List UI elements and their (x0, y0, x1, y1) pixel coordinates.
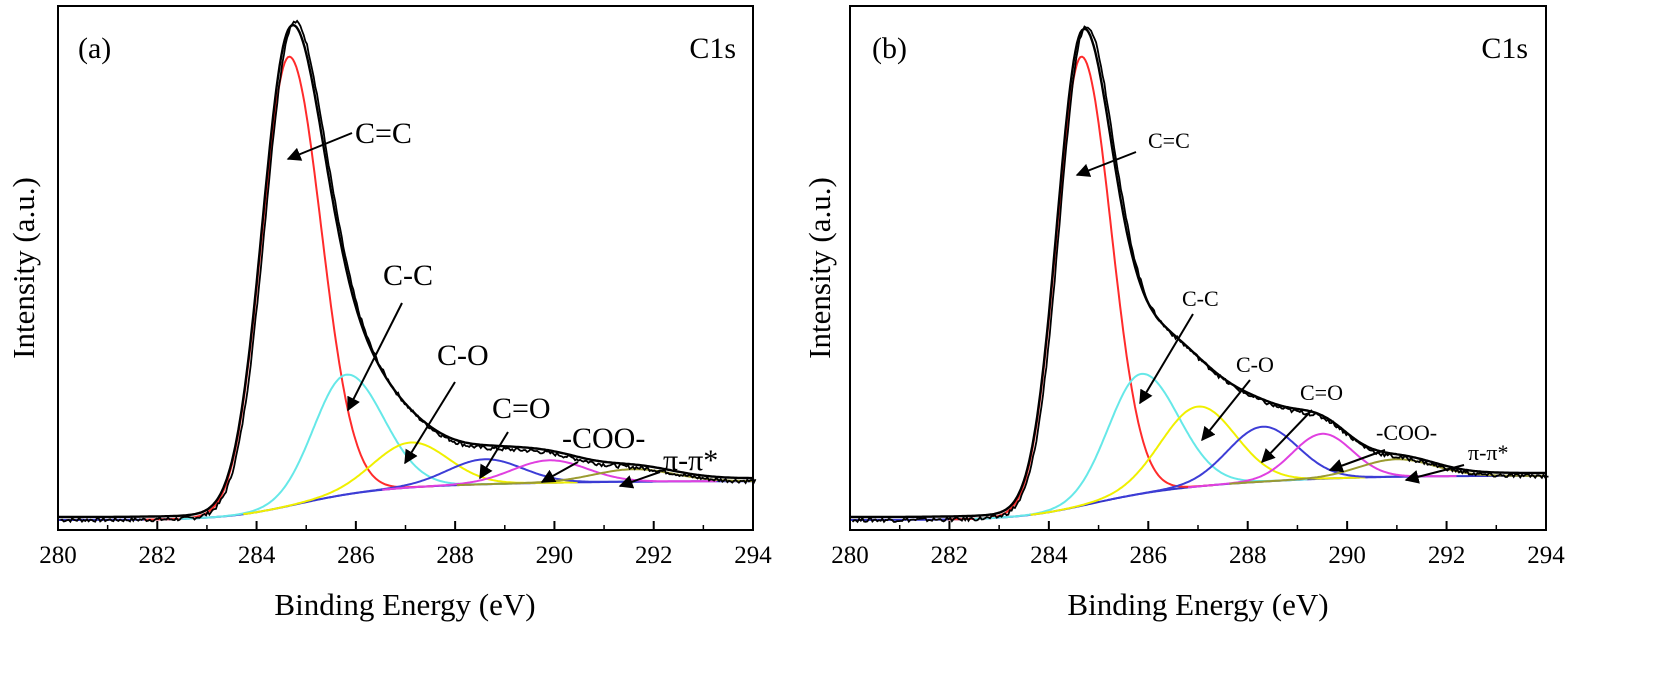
x-tick-label: 282 (931, 542, 969, 569)
peak-label: C-O (437, 339, 489, 372)
annotation-arrow (1328, 449, 1386, 473)
x-tick-label: 284 (1030, 542, 1068, 569)
peak-label: -COO- (562, 422, 645, 455)
panel-a-series (58, 19, 757, 524)
annotation-arrow (404, 381, 456, 465)
panel-a-ticks: 280 282 284 286 288 290 292 294 (39, 521, 772, 569)
panel-a: C=C C-C C-OC=O -COO-π-π* 280 282 284 286 288 290… (6, 5, 772, 622)
x-tick-label: 292 (1428, 542, 1466, 569)
x-tick-label: 286 (337, 542, 375, 569)
peak-label: π-π* (1468, 440, 1509, 465)
x-tick-label: 294 (1527, 542, 1565, 569)
panel-a-annotations: C=C C-C C-OC=O -COO-π-π* (286, 117, 718, 489)
component-peak-CC (947, 55, 1215, 521)
x-tick-label: 294 (734, 542, 772, 569)
panel-a-y-axis-title: Intensity (a.u.) (6, 177, 41, 359)
component-peak-COO (382, 459, 717, 491)
panel-a-x-axis-title: Binding Energy (eV) (274, 587, 535, 622)
x-tick-label: 292 (635, 542, 673, 569)
fitted-envelope (850, 27, 1546, 519)
background-line (850, 474, 1546, 521)
annotation-arrow (1201, 379, 1251, 442)
panel-b-label: (b) (872, 32, 907, 65)
raw-spectrum (851, 25, 1549, 524)
x-tick-label: 288 (436, 542, 474, 569)
peak-label: C=O (1300, 380, 1343, 405)
annotation-arrow (618, 471, 661, 489)
component-peak-CO (317, 458, 653, 501)
peak-label: C-O (1236, 352, 1274, 377)
x-tick-label: 290 (1328, 542, 1366, 569)
annotation-arrow (1139, 313, 1194, 405)
peak-label: C-C (383, 259, 433, 292)
panel-b-plot-frame (849, 5, 1547, 531)
annotation-arrow (1404, 464, 1465, 484)
annotation-arrow (479, 431, 509, 480)
x-tick-label: 284 (238, 542, 276, 569)
peak-label: C=C (355, 117, 412, 150)
panel-b-region-label: C1s (1481, 32, 1528, 65)
panel-b: C=C C-C C-O C=O -COO-π-π* 280 282 284 286 288 290… (802, 5, 1565, 622)
annotation-arrow (286, 132, 353, 161)
component-peak-CO (1106, 425, 1419, 502)
x-tick-label: 286 (1130, 542, 1168, 569)
peak-label: C-C (1182, 286, 1219, 311)
panel-b-x-axis-title: Binding Energy (eV) (1067, 587, 1328, 622)
component-peak-CC (974, 372, 1308, 520)
x-tick-label: 290 (536, 542, 574, 569)
panel-b-ticks: 280 282 284 286 288 290 292 294 (831, 521, 1565, 569)
peak-label: C=O (492, 392, 551, 425)
raw-spectrum (60, 19, 757, 524)
peak-label: -COO- (1376, 420, 1437, 445)
panel-b-annotations: C=C C-C C-O C=O -COO-π-π* (1075, 128, 1509, 484)
x-tick-label: 288 (1229, 542, 1267, 569)
annotation-arrow (540, 461, 579, 483)
panel-a-label: (a) (78, 32, 111, 65)
peak-label: π-π* (663, 444, 718, 477)
peak-label: C=C (1148, 128, 1190, 153)
panel-b-series (850, 25, 1549, 524)
x-tick-label: 282 (139, 542, 177, 569)
panel-b-y-axis-title: Intensity (a.u.) (802, 177, 837, 359)
x-tick-label: 280 (831, 542, 869, 569)
panel-a-region-label: C1s (689, 32, 736, 65)
x-tick-label: 280 (39, 542, 77, 569)
annotation-arrow (1261, 409, 1313, 464)
annotation-arrow (1075, 151, 1137, 177)
annotation-arrow (347, 302, 403, 412)
